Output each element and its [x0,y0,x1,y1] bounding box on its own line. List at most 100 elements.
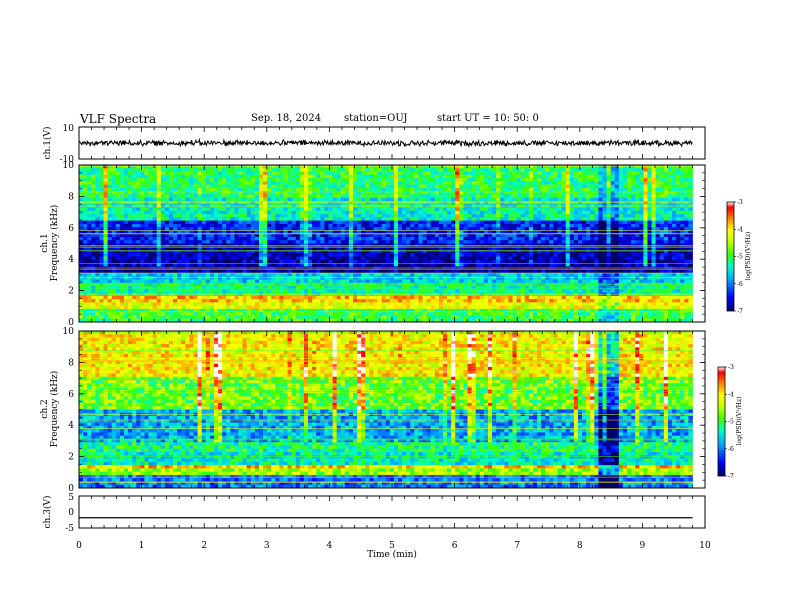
spectrogram-cell [410,256,415,261]
spectrogram-cell [99,210,104,215]
spectrogram-cell [111,194,117,199]
spectrogram-cell [361,308,366,313]
spectrogram-cell [303,181,309,186]
spectrogram-cell [258,236,264,241]
spectrogram-cell [398,289,403,293]
spectrogram-cell [410,230,415,235]
spectrogram-cell [164,184,170,189]
spectrogram-cell [132,250,137,254]
spectrogram-cell [156,168,162,172]
spectrogram-cell [438,210,444,215]
spectrogram-cell [443,240,448,244]
spectrogram-cell [344,279,350,284]
spectrogram-cell [455,200,460,205]
spectrogram-cell [287,295,293,300]
spectrogram-cell [365,236,370,241]
spectrogram-cell [402,302,407,307]
spectrogram-cell [447,256,452,261]
spectrogram-cell [136,181,141,186]
spectrogram-cell [348,305,354,310]
spectrogram-cell [389,272,395,277]
spectrogram-cell [136,286,141,290]
spectrogram-cell [91,302,96,307]
spectrogram-cell [434,299,440,303]
spectrogram-cell [291,318,297,323]
spectrogram-cell [389,200,395,205]
spectrogram-cell [348,220,354,225]
spectrogram-cell [402,263,407,267]
spectrogram-cell [197,200,203,205]
spectrogram-cell [79,253,84,257]
spectrogram-cell [316,308,321,313]
spectrogram-cell [291,200,297,205]
spectrogram-cell [226,217,231,221]
spectrogram-cell [238,263,243,267]
spectrogram-cell [193,187,199,192]
spectrogram-cell [434,286,440,290]
spectrogram-cell [459,240,464,244]
spectrogram-cell [353,308,358,313]
spectrogram-cell [91,178,96,182]
spectrogram-cell [83,227,88,231]
spectrogram-cell [426,184,432,189]
spectrogram-cell [451,308,456,313]
spectrogram-cell [197,308,203,313]
spectrogram-cell [320,210,325,215]
spectrogram-cell [263,279,268,284]
spectrogram-cell [340,217,346,221]
spectrogram-cell [348,191,354,195]
spectrogram-cell [483,276,489,280]
spectrogram-cell [348,227,354,231]
spectrogram-cell [283,240,288,244]
spectrogram-cell [483,197,489,202]
spectrogram-cell [218,246,223,251]
spectrogram-cell [205,168,211,172]
spectrogram-cell [218,295,223,300]
spectrogram-cell [299,312,305,316]
spectrogram-cell [144,289,149,293]
spectrogram-cell [177,236,182,241]
spectrogram-cell [189,174,194,179]
spectrogram-cell [128,207,133,212]
spectrogram-cell [107,207,113,212]
spectrogram-cell [246,253,252,257]
spectrogram-cell [373,197,378,202]
spectrogram-cell [87,227,92,231]
spectrogram-cell [218,223,223,228]
spectrogram-cell [324,276,329,280]
spectrogram-cell [87,200,92,205]
spectrogram-cell [336,194,342,199]
spectrogram-cell [303,240,309,244]
spectrogram-cell [369,305,374,310]
spectrogram-cell [144,197,149,202]
spectrogram-cell [99,269,104,274]
spectrogram-cell [336,318,342,323]
spectrogram-cell [287,286,293,290]
spectrogram-cell [79,168,84,172]
spectrogram-cell [447,223,452,228]
spectrogram-cell [263,295,268,300]
spectrogram-cell [463,305,468,310]
spectrogram-cell [83,194,88,199]
spectrogram-cell [197,217,203,221]
spectrogram-cell [483,253,489,257]
spectrogram-cell [91,227,96,231]
spectrogram-cell [91,174,96,179]
spectrogram-cell [463,318,468,323]
spectrogram-cell [201,184,207,189]
spectrogram-cell [83,210,88,215]
spectrogram-cell [385,289,391,293]
spectrogram-cell [209,210,215,215]
spectrogram-cell [152,194,158,199]
spectrogram-cell [115,184,121,189]
spectrogram-cell [107,236,113,241]
spectrogram-cell [103,210,109,215]
spectrogram-cell [291,240,297,244]
spectrogram-cell [316,168,321,172]
spectrogram-cell [213,256,219,261]
spectrogram-cell [152,174,158,179]
spectrogram-cell [87,302,92,307]
spectrogram-cell [487,214,493,218]
spectrogram-cell [487,187,493,192]
spectrogram-cell [234,187,239,192]
